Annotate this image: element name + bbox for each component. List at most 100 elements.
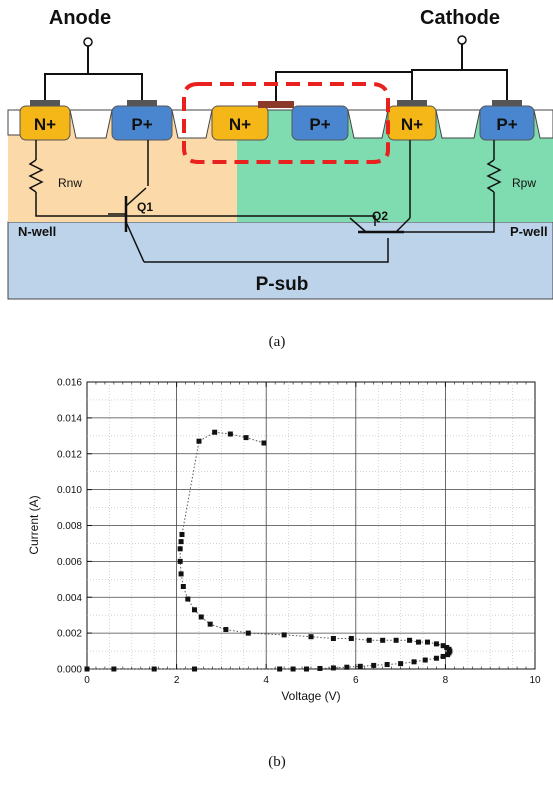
q1-emitter	[125, 187, 147, 207]
data-point	[348, 636, 354, 642]
y-tick-label: 0.014	[57, 413, 82, 424]
data-point	[179, 531, 185, 537]
data-point	[384, 662, 390, 668]
y-tick-label: 0.008	[57, 521, 82, 532]
sti-trench	[533, 109, 553, 139]
q1-collector	[125, 221, 145, 263]
data-point	[84, 666, 90, 672]
contact-pad	[30, 100, 60, 106]
data-point	[192, 666, 198, 672]
data-point	[151, 666, 157, 672]
anode-terminal	[83, 37, 93, 47]
contact-pad	[397, 100, 427, 106]
n-plus-label: N+	[401, 115, 423, 134]
caption-a: (a)	[269, 334, 286, 350]
sti-trench	[7, 109, 21, 136]
q2-collector	[349, 217, 367, 233]
data-point	[424, 639, 430, 645]
sti-trench	[435, 109, 481, 139]
x-tick-label: 2	[174, 675, 180, 686]
anode-wire	[44, 73, 143, 100]
sti-trench	[69, 109, 113, 139]
x-tick-label: 0	[84, 675, 90, 686]
n-well-label: N-well	[18, 224, 56, 239]
data-point	[317, 665, 323, 671]
data-point	[192, 607, 198, 613]
x-tick-label: 4	[263, 675, 269, 686]
data-point	[198, 614, 204, 620]
y-axis-label: Current (A)	[27, 495, 41, 554]
cathode-label: Cathode	[420, 7, 500, 29]
cathode-terminal	[457, 35, 467, 45]
data-point	[371, 662, 377, 668]
data-point	[380, 637, 386, 643]
data-point	[178, 571, 184, 577]
contact-pad	[492, 100, 522, 106]
x-tick-label: 6	[353, 675, 359, 686]
rnw-label: Rnw	[58, 176, 82, 190]
data-point	[433, 641, 439, 647]
device-cross-section: N+ P+ N+ P+ N+ P+ Anode Cathode Rnw Rpw	[7, 7, 553, 300]
data-point	[178, 539, 184, 545]
p-plus-label: P+	[131, 115, 152, 134]
x-axis-label: Voltage (V)	[281, 689, 340, 703]
data-point	[366, 637, 372, 643]
data-point	[177, 558, 183, 564]
data-point	[433, 655, 439, 661]
anode-label: Anode	[49, 7, 111, 29]
iv-chart: 0 2 4 6 8 10 0.000 0.002 0.004 0.006 0.008 0.010 0.0…	[27, 378, 541, 704]
n-plus-label: N+	[229, 115, 251, 134]
data-point	[411, 659, 417, 665]
data-point	[344, 664, 350, 670]
data-point	[277, 666, 283, 672]
y-tick-label: 0.000	[57, 665, 82, 676]
y-tick-label: 0.002	[57, 629, 82, 640]
data-point	[180, 583, 186, 589]
rpw-wire	[404, 192, 495, 233]
p-plus-bridge	[291, 105, 349, 141]
data-point	[290, 666, 296, 672]
data-point	[330, 665, 336, 671]
x-tick-label: 8	[443, 675, 449, 686]
q1-collector-wire	[144, 238, 389, 263]
data-point	[223, 627, 229, 633]
rnw-resistor	[28, 159, 44, 193]
sti-trench	[347, 109, 389, 139]
data-point	[422, 657, 428, 663]
data-point	[416, 639, 422, 645]
data-point	[177, 546, 183, 552]
data-point	[393, 637, 399, 643]
highlight-box	[182, 82, 390, 164]
data-point	[440, 653, 446, 659]
sti-trench	[171, 109, 213, 139]
data-point	[444, 644, 450, 650]
rpw-resistor	[486, 159, 502, 193]
rnw-wire	[35, 192, 376, 226]
p-sub-label: P-sub	[256, 274, 309, 295]
p-well-label: P-well	[510, 224, 548, 239]
q1-label: Q1	[137, 200, 153, 214]
p-sub-region	[7, 221, 553, 300]
data-point	[308, 634, 314, 640]
data-point	[212, 429, 218, 435]
data-point	[111, 666, 117, 672]
cathode-wire	[411, 69, 508, 100]
grid	[87, 382, 535, 669]
series-line	[87, 431, 451, 670]
x-tick-label: 10	[529, 675, 541, 686]
y-tick-label: 0.006	[57, 557, 82, 568]
y-tick-label: 0.012	[57, 449, 82, 460]
data-point	[440, 643, 446, 649]
n-plus-bridge	[211, 105, 269, 141]
data-point	[398, 661, 404, 667]
y-tick-label: 0.004	[57, 593, 82, 604]
data-point	[281, 632, 287, 638]
q2-label: Q2	[372, 209, 388, 223]
data-point	[243, 435, 249, 441]
rpw-label: Rpw	[512, 176, 536, 190]
data-point	[304, 666, 310, 672]
data-points	[84, 429, 453, 672]
p-plus-label: P+	[309, 115, 330, 134]
data-point	[357, 663, 363, 669]
